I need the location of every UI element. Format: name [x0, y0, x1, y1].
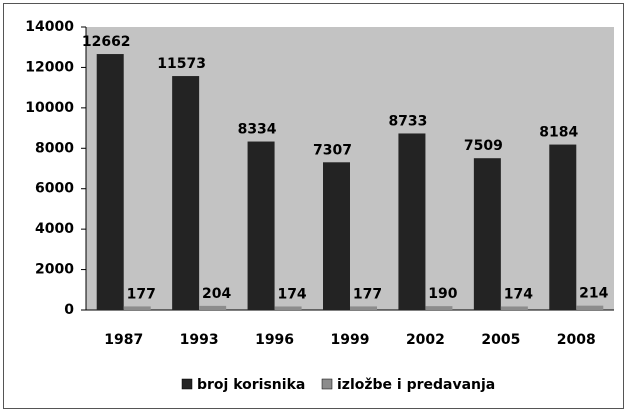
data-label: 7509	[464, 138, 503, 154]
bar	[500, 306, 528, 310]
legend-swatch	[321, 378, 333, 390]
x-tick-label: 1993	[180, 332, 219, 348]
x-tick-label: 1999	[331, 332, 370, 348]
y-tick-label: 8000	[35, 140, 74, 156]
bar	[350, 306, 377, 310]
data-label: 190	[428, 286, 457, 302]
x-tick-label: 2002	[406, 332, 445, 348]
y-tick-label: 14000	[25, 19, 74, 35]
y-tick-label: 10000	[25, 100, 74, 116]
data-label: 8733	[388, 113, 427, 129]
data-label: 177	[127, 286, 156, 302]
data-label: 11573	[157, 56, 206, 72]
y-tick-label: 12000	[25, 59, 74, 75]
y-tick-label: 0	[64, 302, 74, 318]
legend-label: izložbe i predavanja	[337, 377, 495, 393]
bar	[398, 133, 426, 310]
bar	[274, 306, 302, 310]
x-tick-label: 2008	[557, 332, 596, 348]
data-label: 8184	[539, 125, 578, 141]
data-label: 204	[202, 286, 231, 302]
data-label: 174	[277, 286, 306, 302]
y-tick-label: 2000	[35, 262, 74, 278]
bar	[425, 306, 453, 310]
data-label: 177	[353, 286, 382, 302]
bar	[473, 158, 501, 310]
bar	[123, 306, 151, 310]
legend-swatch	[181, 378, 193, 390]
data-label: 8334	[238, 122, 277, 138]
bar	[96, 54, 124, 310]
data-label: 174	[504, 286, 533, 302]
bar	[172, 76, 200, 310]
data-label: 7307	[313, 142, 352, 158]
x-tick-label: 2005	[481, 332, 520, 348]
bar	[576, 305, 604, 310]
bar	[199, 305, 227, 310]
x-tick-label: 1996	[255, 332, 294, 348]
x-tick-label: 1987	[104, 332, 143, 348]
bar	[247, 141, 275, 310]
bar	[323, 162, 350, 310]
data-label: 214	[579, 286, 608, 302]
legend-label: broj korisnika	[197, 377, 305, 393]
y-tick-label: 6000	[35, 181, 74, 197]
y-tick-label: 4000	[35, 221, 74, 237]
data-label: 12662	[82, 34, 131, 50]
bar	[549, 144, 577, 310]
